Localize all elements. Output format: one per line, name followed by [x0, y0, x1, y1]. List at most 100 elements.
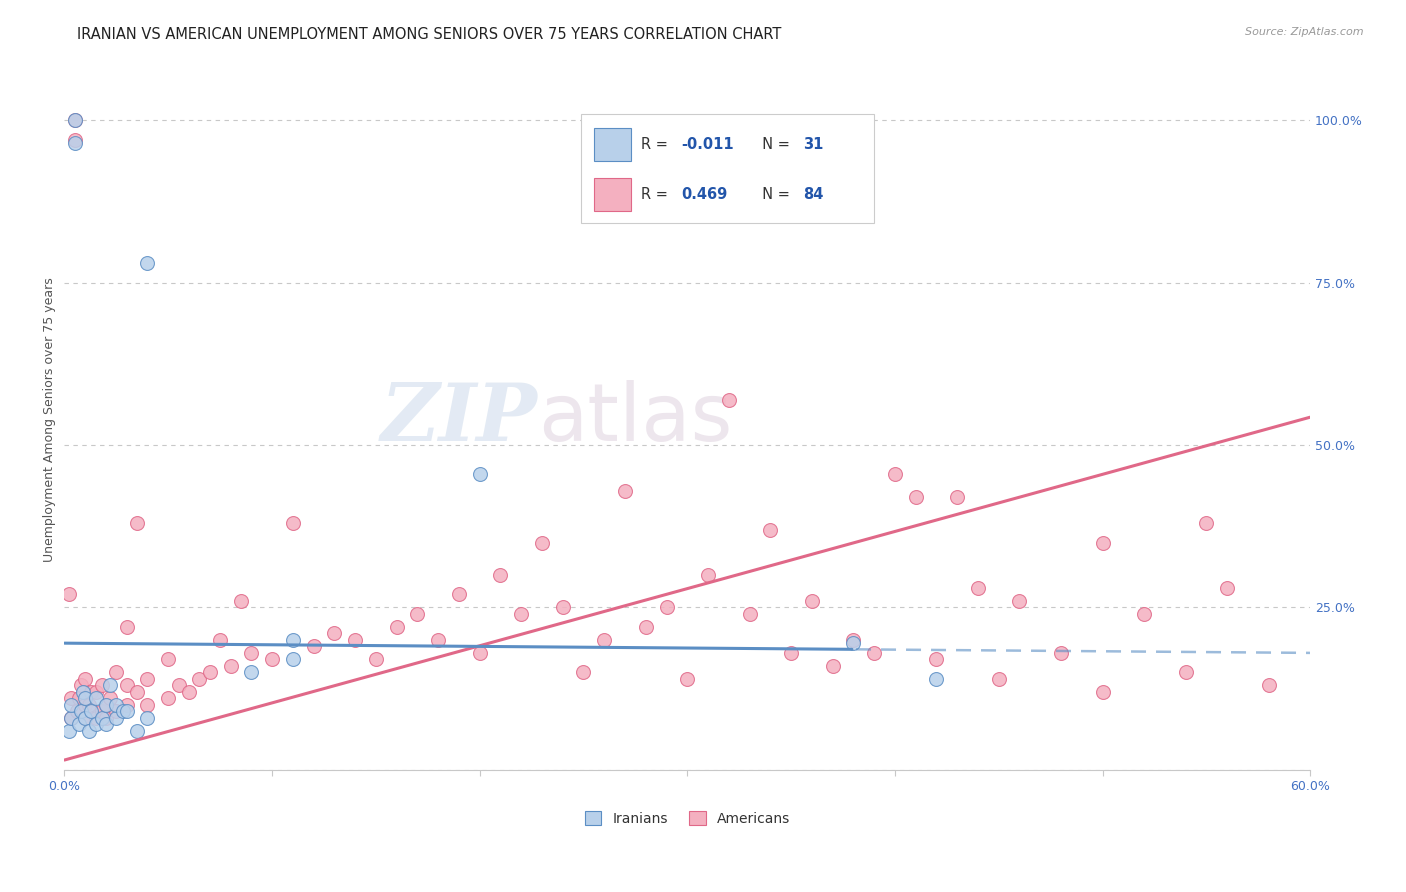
Point: [863, 646, 886, 660]
Point: [63, 113, 86, 128]
Text: Source: ZipAtlas.com: Source: ZipAtlas.com: [1246, 27, 1364, 37]
Point: [614, 483, 637, 498]
Point: [111, 704, 134, 718]
Point: [281, 516, 304, 530]
Point: [738, 607, 761, 621]
Point: [967, 581, 990, 595]
Point: [281, 652, 304, 666]
Bar: [593, 128, 631, 161]
Point: [136, 698, 159, 712]
Text: 84: 84: [803, 187, 824, 202]
Point: [105, 698, 128, 712]
Y-axis label: Unemployment Among Seniors over 75 years: Unemployment Among Seniors over 75 years: [44, 277, 56, 562]
Point: [1091, 535, 1114, 549]
Point: [115, 704, 138, 718]
Point: [67, 691, 90, 706]
Point: [634, 620, 657, 634]
Point: [468, 646, 491, 660]
Text: N =: N =: [754, 187, 794, 202]
Point: [946, 490, 969, 504]
Point: [58, 723, 80, 738]
Text: N =: N =: [754, 137, 794, 152]
Point: [59, 691, 82, 706]
Point: [98, 691, 121, 706]
Point: [198, 665, 221, 680]
Point: [94, 698, 117, 712]
Point: [66, 704, 89, 718]
Point: [510, 607, 533, 621]
Point: [136, 256, 159, 270]
Point: [385, 620, 408, 634]
Point: [84, 685, 107, 699]
Point: [344, 632, 367, 647]
Point: [90, 704, 112, 718]
Point: [90, 711, 112, 725]
Point: [1257, 678, 1279, 692]
Point: [821, 659, 844, 673]
Point: [219, 659, 242, 673]
Point: [90, 678, 112, 692]
Point: [70, 678, 93, 692]
Point: [1008, 594, 1031, 608]
Bar: [582, 114, 875, 223]
Point: [1174, 665, 1197, 680]
Point: [302, 640, 325, 654]
Legend: Iranians, Americans: Iranians, Americans: [578, 805, 797, 833]
Point: [84, 711, 107, 725]
Point: [323, 626, 346, 640]
Point: [697, 568, 720, 582]
Text: R =: R =: [641, 137, 672, 152]
Point: [717, 392, 740, 407]
Point: [75, 691, 97, 706]
Point: [904, 490, 927, 504]
Point: [447, 587, 470, 601]
Point: [925, 652, 948, 666]
Point: [1195, 516, 1218, 530]
Point: [780, 646, 803, 660]
Point: [530, 535, 553, 549]
Text: atlas: atlas: [538, 380, 733, 458]
Text: IRANIAN VS AMERICAN UNEMPLOYMENT AMONG SENIORS OVER 75 YEARS CORRELATION CHART: IRANIAN VS AMERICAN UNEMPLOYMENT AMONG S…: [77, 27, 782, 42]
Point: [842, 636, 865, 650]
Point: [105, 711, 128, 725]
Point: [229, 594, 252, 608]
Point: [468, 467, 491, 482]
Point: [364, 652, 387, 666]
Point: [127, 723, 149, 738]
Point: [136, 672, 159, 686]
Point: [655, 600, 678, 615]
Point: [593, 632, 616, 647]
Bar: [593, 178, 631, 211]
Point: [572, 665, 595, 680]
Point: [1050, 646, 1073, 660]
Point: [94, 717, 117, 731]
Point: [1091, 685, 1114, 699]
Point: [84, 717, 107, 731]
Point: [75, 711, 97, 725]
Point: [157, 691, 180, 706]
Point: [177, 685, 200, 699]
Point: [80, 685, 103, 699]
Point: [70, 704, 93, 718]
Point: [63, 136, 86, 151]
Point: [262, 652, 284, 666]
Point: [80, 704, 103, 718]
Point: [281, 632, 304, 647]
Point: [551, 600, 574, 615]
Point: [427, 632, 450, 647]
Point: [115, 698, 138, 712]
Point: [406, 607, 429, 621]
Point: [105, 704, 128, 718]
Point: [800, 594, 823, 608]
Point: [75, 698, 97, 712]
Point: [98, 678, 121, 692]
Point: [75, 711, 97, 725]
Text: R =: R =: [641, 187, 672, 202]
Point: [489, 568, 512, 582]
Point: [925, 672, 948, 686]
Point: [1133, 607, 1156, 621]
Point: [115, 620, 138, 634]
Point: [63, 133, 86, 147]
Point: [759, 523, 782, 537]
Point: [167, 678, 190, 692]
